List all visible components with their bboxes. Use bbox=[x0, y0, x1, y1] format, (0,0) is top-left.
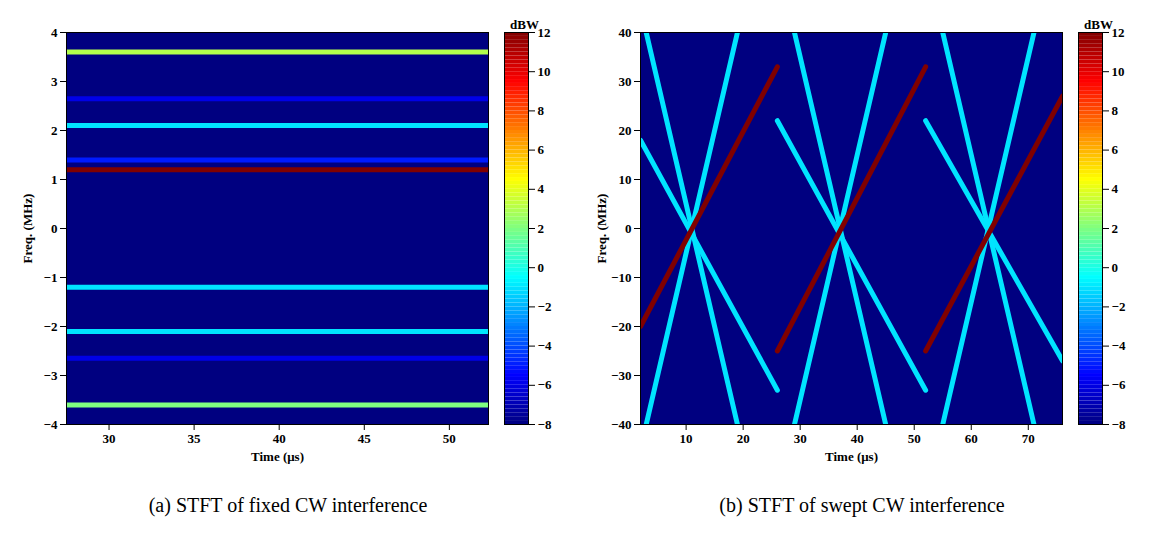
svg-text:30: 30 bbox=[103, 431, 116, 446]
svg-text:6: 6 bbox=[538, 142, 545, 157]
svg-text:2: 2 bbox=[51, 123, 58, 138]
svg-text:6: 6 bbox=[1112, 142, 1119, 157]
svg-text:20: 20 bbox=[737, 431, 750, 446]
svg-text:45: 45 bbox=[358, 431, 372, 446]
svg-text:Time (μs): Time (μs) bbox=[825, 449, 878, 464]
svg-text:35: 35 bbox=[188, 431, 202, 446]
svg-text:2: 2 bbox=[538, 221, 545, 236]
svg-text:4: 4 bbox=[1112, 181, 1119, 196]
svg-text:12: 12 bbox=[538, 25, 551, 40]
svg-text:0: 0 bbox=[538, 260, 545, 275]
svg-text:−6: −6 bbox=[538, 377, 552, 392]
svg-text:8: 8 bbox=[1112, 103, 1119, 118]
svg-text:4: 4 bbox=[538, 181, 545, 196]
svg-text:50: 50 bbox=[908, 431, 921, 446]
svg-text:0: 0 bbox=[1112, 260, 1119, 275]
svg-text:30: 30 bbox=[794, 431, 807, 446]
svg-text:−30: −30 bbox=[611, 368, 631, 383]
html-text:(b) STFT of swept CW interfere: (b) STFT of swept CW interference bbox=[719, 494, 1005, 516]
svg-text:Freq. (MHz): Freq. (MHz) bbox=[20, 194, 35, 264]
svg-text:4: 4 bbox=[51, 25, 58, 40]
svg-text:10: 10 bbox=[1112, 64, 1125, 79]
svg-text:1: 1 bbox=[51, 172, 58, 187]
svg-text:Time (μs): Time (μs) bbox=[251, 449, 304, 464]
svg-text:0: 0 bbox=[625, 221, 632, 236]
svg-text:40: 40 bbox=[273, 431, 286, 446]
svg-text:10: 10 bbox=[680, 431, 693, 446]
svg-text:−6: −6 bbox=[1112, 377, 1126, 392]
svg-text:−4: −4 bbox=[44, 417, 58, 432]
svg-text:dBW: dBW bbox=[1084, 17, 1113, 32]
svg-text:−10: −10 bbox=[611, 270, 631, 285]
svg-text:0: 0 bbox=[51, 221, 58, 236]
svg-text:−1: −1 bbox=[44, 270, 58, 285]
svg-text:dBW: dBW bbox=[510, 17, 539, 32]
svg-text:60: 60 bbox=[965, 431, 978, 446]
svg-text:−8: −8 bbox=[1112, 417, 1126, 432]
svg-text:−4: −4 bbox=[1112, 338, 1126, 353]
svg-text:20: 20 bbox=[619, 123, 632, 138]
svg-text:−2: −2 bbox=[538, 299, 552, 314]
svg-text:10: 10 bbox=[619, 172, 632, 187]
svg-text:10: 10 bbox=[538, 64, 551, 79]
svg-text:70: 70 bbox=[1022, 431, 1035, 446]
svg-text:3: 3 bbox=[51, 74, 58, 89]
svg-text:−2: −2 bbox=[44, 319, 58, 334]
svg-text:2: 2 bbox=[1112, 221, 1119, 236]
svg-text:12: 12 bbox=[1112, 25, 1125, 40]
svg-text:−4: −4 bbox=[538, 338, 552, 353]
svg-text:40: 40 bbox=[619, 25, 632, 40]
svg-text:40: 40 bbox=[851, 431, 864, 446]
html-text:(a) STFT of fixed CW interfere: (a) STFT of fixed CW interference bbox=[148, 494, 428, 516]
svg-text:30: 30 bbox=[619, 74, 632, 89]
svg-text:−3: −3 bbox=[44, 368, 58, 383]
svg-text:Freq. (MHz): Freq. (MHz) bbox=[594, 194, 609, 264]
svg-text:−8: −8 bbox=[538, 417, 552, 432]
svg-text:−2: −2 bbox=[1112, 299, 1126, 314]
svg-text:−20: −20 bbox=[611, 319, 631, 334]
svg-text:50: 50 bbox=[443, 431, 456, 446]
svg-text:8: 8 bbox=[538, 103, 545, 118]
svg-text:−40: −40 bbox=[611, 417, 631, 432]
